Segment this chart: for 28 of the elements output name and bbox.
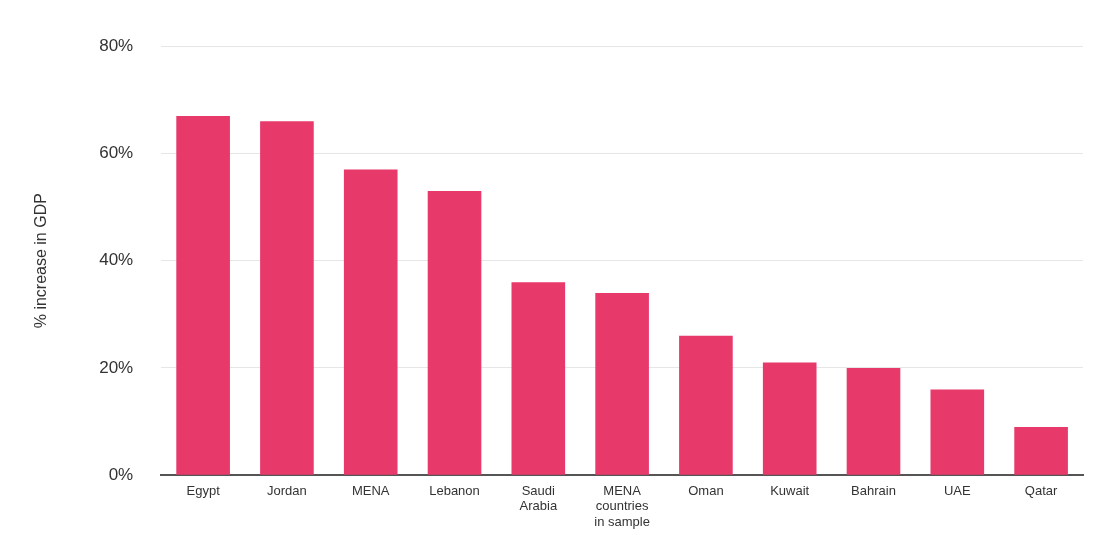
bar [427,190,482,475]
x-tick-label: Oman [688,482,724,498]
bar [762,362,817,475]
bar [930,389,985,475]
bar [511,282,566,475]
x-tick-label: Saudi Arabia [519,482,558,514]
x-tick-label: Egypt [186,482,221,498]
x-tick-label: MENA [351,482,390,498]
y-tick-label: 60% [99,143,134,163]
x-tick-label: Kuwait [770,482,810,498]
bar [846,367,901,475]
bar [343,169,398,475]
bar [1014,426,1068,475]
bar [260,121,314,475]
y-tick-label: 40% [99,250,134,270]
y-tick-label: 20% [99,357,134,377]
bar [176,115,230,475]
bar [679,335,733,475]
x-tick-label: Jordan [267,482,307,498]
y-axis-title: % increase in GDP [32,193,50,329]
bar [595,292,649,475]
y-tick-label: 80% [99,35,134,55]
x-tick-label: Bahrain [851,482,896,498]
x-tick-label: Qatar [1024,482,1059,498]
x-tick-label: UAE [943,482,971,498]
x-tick-label: Lebanon [429,482,480,498]
x-tick-label: MENA countries in sample [594,482,650,529]
y-tick-label: 0% [108,464,134,484]
